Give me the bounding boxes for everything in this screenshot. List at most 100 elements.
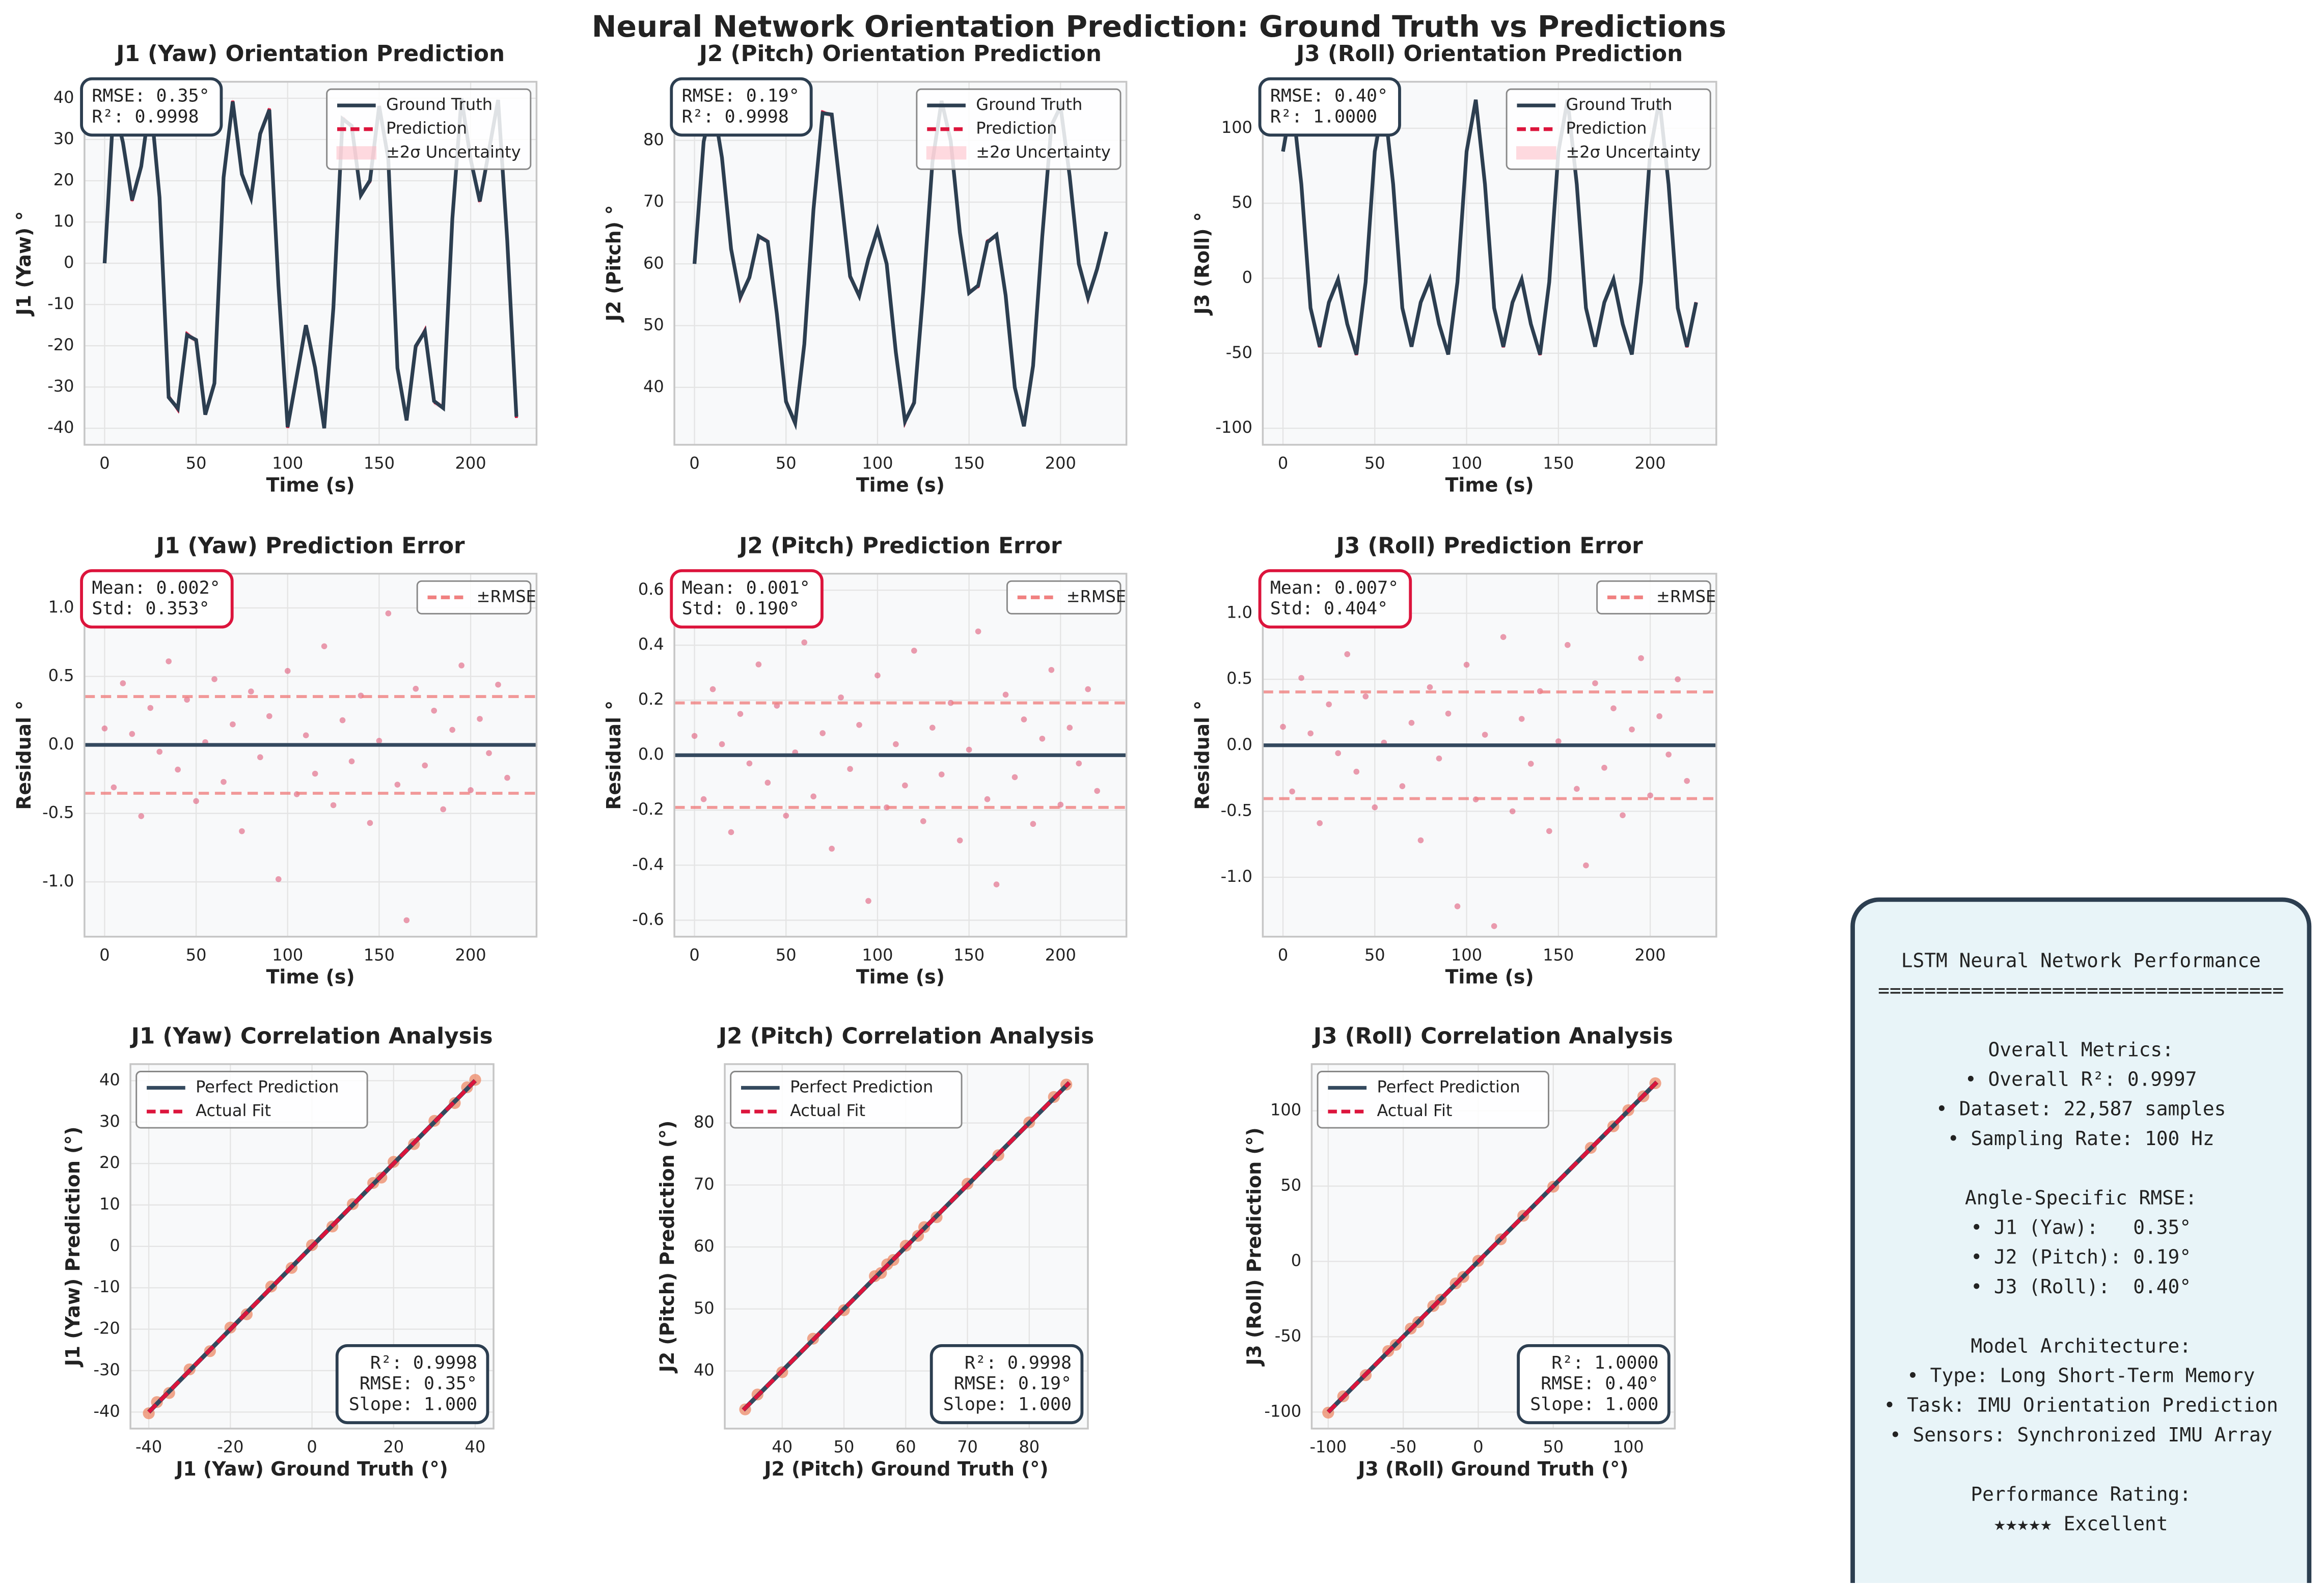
x-tick-label: 50 [776,453,797,472]
y-tick-label: 60 [694,1236,715,1256]
annotation-text: Slope: 1.000 [943,1394,1072,1414]
x-tick-label: 100 [1613,1437,1644,1457]
summary-item: • Sensors: Synchronized IMU Array [1890,1424,2273,1446]
x-tick-label: 200 [1635,946,1666,965]
legend-box [730,1071,963,1129]
y-tick-label: 0.0 [638,744,664,764]
annotation-text: Slope: 1.000 [349,1394,477,1414]
y-axis-label: J3 (Roll) Prediction (°) [1243,1127,1265,1367]
data-point [1638,655,1644,661]
data-point [1656,713,1662,719]
data-point [321,643,327,650]
x-axis-label: J2 (Pitch) Ground Truth (°) [762,1458,1048,1480]
data-point [1463,661,1470,668]
annotation-text: R²: 0.9998 [92,106,199,127]
data-point [1399,783,1406,789]
data-point [1436,755,1442,762]
data-point [101,725,108,732]
data-point [1353,768,1360,775]
data-point [1482,732,1488,738]
annotation-text: Mean: 0.002° [92,578,220,598]
summary-item: • Overall R²: 0.9997 [1965,1068,2197,1090]
data-point [1445,710,1452,717]
summary-item: • Type: Long Short-Term Memory [1907,1364,2255,1386]
y-tick-label: 80 [643,130,664,149]
data-point [1326,701,1332,708]
data-point [468,787,474,793]
data-point [1021,716,1027,722]
summary-heading: Overall Metrics: [1988,1038,2174,1061]
y-axis-label: J2 (Pitch) Prediction (°) [656,1121,678,1374]
legend-swatch [1516,146,1556,160]
y-axis-label: J2 (Pitch) ° [603,205,625,323]
data-point [966,746,972,753]
summary-item: • Dataset: 22,587 samples [1936,1098,2226,1120]
y-tick-label: -0.5 [1221,800,1252,820]
data-point [156,748,163,755]
data-point [920,818,926,824]
chart-title: J1 (Yaw) Orientation Prediction [115,41,505,67]
data-point [120,680,126,686]
figure-title: Neural Network Orientation Prediction: G… [592,9,1727,44]
annotation-text: Slope: 1.000 [1530,1394,1658,1414]
x-tick-label: 40 [772,1437,792,1457]
x-tick-label: -50 [1390,1437,1416,1457]
x-tick-label: 100 [1451,946,1482,965]
x-axis-label: Time (s) [856,966,945,988]
x-tick-label: 0 [1278,453,1288,472]
legend-label: Actual Fit [1377,1101,1452,1120]
y-tick-label: 0 [110,1236,120,1255]
x-tick-label: 50 [186,453,207,472]
y-axis-label: Residual ° [13,701,35,810]
y-tick-label: -0.4 [632,854,664,874]
data-point [1067,725,1073,731]
chart-title: J3 (Roll) Orientation Prediction [1295,41,1683,67]
x-tick-label: 60 [895,1437,916,1457]
x-tick-label: 200 [1045,453,1076,472]
plot-area [84,573,537,937]
x-tick-label: 150 [364,453,395,472]
y-tick-label: 80 [694,1113,715,1132]
data-point [975,628,981,634]
y-tick-label: -40 [93,1401,120,1421]
chart-title: J2 (Pitch) Orientation Prediction [698,41,1102,67]
data-point [893,741,899,747]
data-point [1362,693,1369,700]
summary-heading: Angle-Specific RMSE: [1965,1186,2197,1209]
y-tick-label: -0.2 [632,799,664,819]
data-point [1289,788,1295,795]
x-tick-label: 50 [834,1437,855,1457]
x-tick-label: 50 [776,946,797,965]
x-tick-label: 200 [455,453,486,472]
x-axis-label: Time (s) [1445,966,1534,988]
data-point [719,741,725,747]
data-point [1085,686,1091,692]
data-point [1665,752,1672,758]
legend-label: ±RMSE [477,587,536,606]
y-tick-label: 40 [53,88,74,107]
legend-label: Actual Fit [196,1101,271,1120]
data-point [403,917,410,924]
y-tick-label: 50 [643,315,664,335]
plot-frame [84,572,538,938]
data-point [1298,675,1304,681]
legend-label: Perfect Prediction [196,1077,339,1097]
x-tick-label: 150 [953,946,985,965]
y-tick-label: -1.0 [1221,867,1252,886]
reference-line [742,1081,1071,1411]
legend-box [916,88,1122,170]
y-tick-label: 0.2 [638,689,664,709]
data-point [1518,716,1525,722]
plot-frame [673,572,1128,938]
legend-swatch [336,146,377,160]
y-tick-label: 50 [694,1298,715,1318]
x-tick-label: 100 [1451,453,1482,472]
data-point [1427,684,1433,690]
data-point [838,694,844,701]
data-point [783,813,789,819]
chart-title: J2 (Pitch) Correlation Analysis [717,1023,1094,1049]
x-axis-label: Time (s) [1445,474,1534,496]
y-tick-label: 10 [53,211,74,231]
y-tick-label: 0.5 [1226,669,1252,688]
